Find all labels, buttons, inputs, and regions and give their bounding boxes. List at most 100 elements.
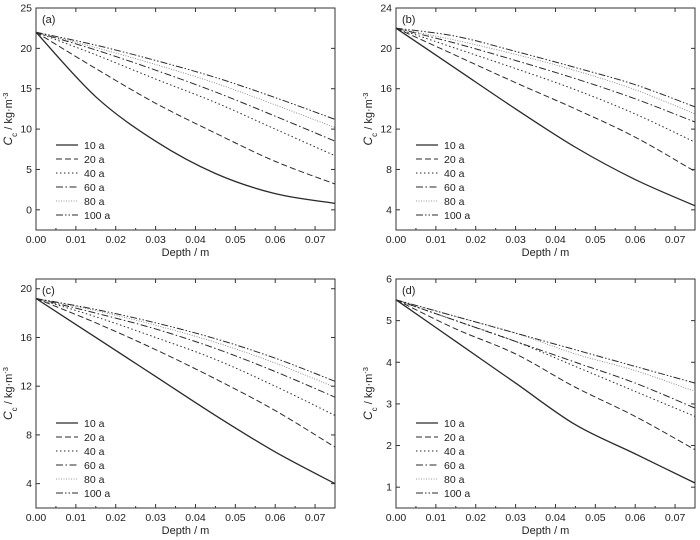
x-tick-label: 0.06 [625,512,646,524]
x-axis-label: Depth / m [522,525,570,537]
x-tick-label: 0.02 [466,234,487,246]
y-tick-label: 4 [386,357,392,369]
series-line-20a [395,299,696,451]
legend-label: 80 a [444,474,465,486]
series-line-20a [35,31,336,185]
y-tick-label: 3 [386,398,392,410]
x-tick-label: 0.06 [265,512,286,524]
x-tick-label: 0.07 [305,512,326,524]
x-axis-label: Depth / m [522,247,570,259]
legend-label: 20 a [84,432,105,444]
legend-label: 80 a [84,474,105,486]
x-tick-label: 0.01 [66,234,87,246]
series-line-40a [395,27,696,143]
x-tick-label: 0.06 [265,234,286,246]
y-axis-label: Cc / kg·m-3 [1,93,19,146]
y-tick-label: 5 [386,315,392,327]
series-line-20a [35,298,336,448]
y-axis-label: Cc / kg·m-3 [361,367,379,420]
series-line-40a [395,299,696,417]
series-line-60a [395,27,696,123]
x-tick-label: 0.02 [466,512,487,524]
series-line-100a [35,31,336,120]
series-line-80a [395,27,696,115]
chart-panel-1: 0.00 0.01 0.02 0.03 0.04 0.05 0.06 0.07 0 5 10 15 20… [1,3,336,259]
series-line-60a [35,31,336,142]
legend-label: 10 a [444,140,465,152]
y-tick-label: 0 [26,204,32,216]
legend-label: 40 a [444,446,465,458]
chart-panel-2: 0.00 0.01 0.02 0.03 0.04 0.05 0.06 0.07 4 8 12 16 20… [361,3,696,259]
legend-label: 40 a [84,446,105,458]
y-tick-label: 20 [20,283,32,295]
series-line-80a [35,31,336,128]
legend-label: 60 a [444,460,465,472]
chart-panel-3: 0.00 0.01 0.02 0.03 0.04 0.05 0.06 0.07 4 8 12 16 20… [1,278,336,537]
legend-label: 40 a [84,168,105,180]
x-tick-label: 0.05 [225,512,246,524]
x-tick-label: 0.01 [426,512,447,524]
y-tick-label: 4 [386,204,392,216]
y-tick-label: 8 [386,164,392,176]
y-tick-label: 16 [20,332,32,344]
x-tick-label: 0.03 [145,234,166,246]
x-tick-label: 0.05 [585,512,606,524]
x-tick-label: 0.03 [145,512,166,524]
series-line-10a [395,299,696,484]
series-line-80a [35,298,336,388]
series-line-10a [395,27,696,207]
legend-label: 100 a [444,488,470,500]
y-tick-label: 6 [386,274,392,286]
y-axis-label: Cc / kg·m-3 [361,93,379,146]
legend-label: 100 a [444,210,470,222]
legend-label: 20 a [444,154,465,166]
series-line-80a [395,299,696,392]
legend-label: 80 a [444,196,465,208]
x-tick-label: 0.05 [585,234,606,246]
series-line-60a [395,299,696,409]
y-tick-label: 4 [26,478,32,490]
x-tick-label: 0.04 [545,512,566,524]
plot-frame [35,278,336,509]
y-tick-label: 2 [386,440,392,452]
panel-label: (b) [402,14,415,26]
y-tick-label: 25 [20,3,32,15]
y-tick-label: 10 [20,124,32,136]
y-tick-label: 15 [20,83,32,95]
x-tick-label: 0.00 [386,234,407,246]
series-line-40a [35,298,336,416]
x-tick-label: 0.01 [66,512,87,524]
y-axis-label: Cc / kg·m-3 [1,367,19,420]
x-axis-label: Depth / m [162,525,210,537]
y-tick-label: 5 [26,164,32,176]
x-tick-label: 0.03 [505,512,526,524]
panel-label: (a) [42,14,55,26]
series-line-10a [35,31,336,205]
x-tick-label: 0.06 [625,234,646,246]
x-tick-label: 0.04 [185,234,206,246]
plot-frame [395,278,696,509]
x-tick-label: 0.02 [106,512,127,524]
y-tick-label: 1 [386,482,392,494]
panel-label: (c) [42,285,55,297]
x-tick-label: 0.01 [426,234,447,246]
x-tick-label: 0.03 [505,234,526,246]
plot-frame [35,7,336,231]
x-tick-label: 0.05 [225,234,246,246]
legend-label: 10 a [84,140,105,152]
x-tick-label: 0.07 [305,234,326,246]
chart-panel-4: 0.00 0.01 0.02 0.03 0.04 0.05 0.06 0.07 1 2 3 4 5 6 De… [361,274,696,537]
y-tick-label: 24 [380,3,392,15]
legend-label: 60 a [84,182,105,194]
legend-label: 100 a [84,488,110,500]
legend-label: 40 a [444,168,465,180]
y-tick-label: 20 [380,43,392,55]
y-tick-label: 12 [380,124,392,136]
legend-label: 10 a [444,418,465,430]
x-tick-label: 0.07 [665,512,686,524]
series-line-100a [35,297,336,382]
y-tick-label: 20 [20,43,32,55]
y-tick-label: 12 [20,381,32,393]
x-tick-label: 0.04 [545,234,566,246]
